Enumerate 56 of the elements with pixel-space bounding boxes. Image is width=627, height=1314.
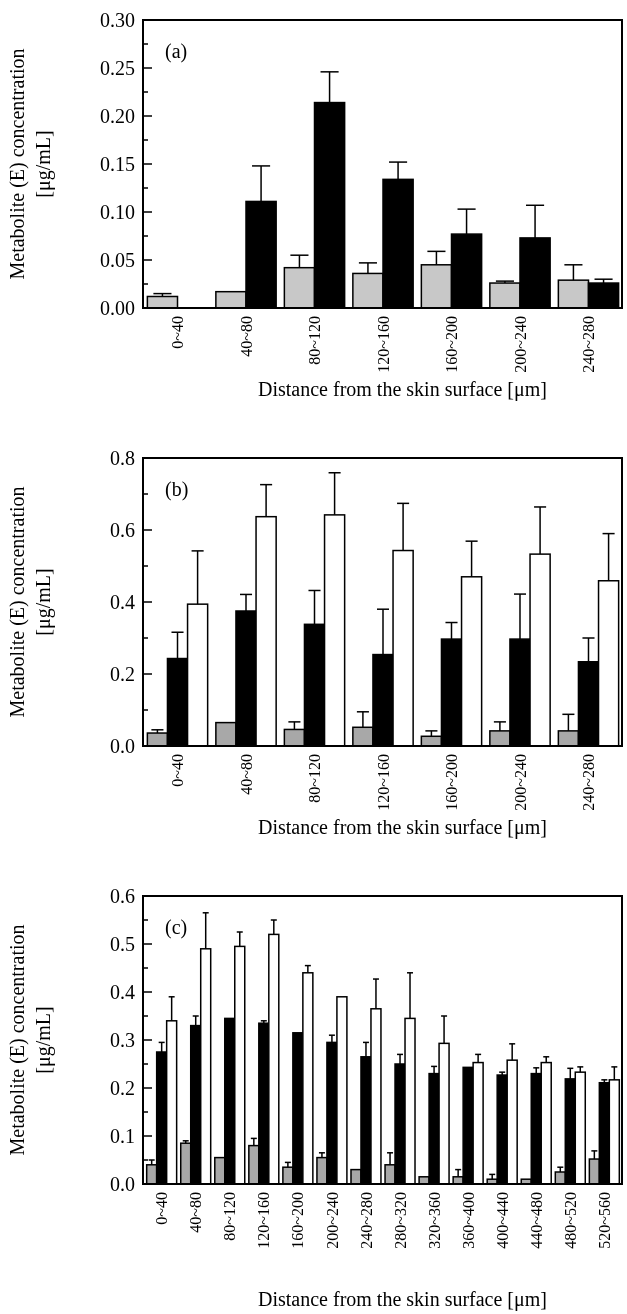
x-axis-title: Distance from the skin surface [μm] bbox=[258, 1288, 547, 1311]
x-tick-label: 80~120 bbox=[306, 754, 324, 803]
x-tick-label: 480~520 bbox=[561, 1192, 579, 1249]
y-tick-label: 0.05 bbox=[100, 249, 135, 271]
x-tick-label: 0~40 bbox=[169, 754, 187, 787]
y-tick-label: 0.00 bbox=[100, 297, 135, 319]
x-tick-label: 160~200 bbox=[443, 316, 461, 373]
x-tick-label: 240~280 bbox=[357, 1192, 375, 1249]
y-tick-label: 0.6 bbox=[110, 885, 135, 907]
x-tick-label: 240~280 bbox=[580, 754, 598, 811]
y-tick-label: 0.3 bbox=[110, 1029, 135, 1051]
y-tick-label: 0.0 bbox=[110, 735, 135, 757]
x-axis-title: Distance from the skin surface [μm] bbox=[258, 378, 547, 401]
y-tick-label: 0.2 bbox=[110, 663, 135, 685]
y-tick-label: 0.2 bbox=[110, 1077, 135, 1099]
annotation: (a) bbox=[165, 40, 188, 63]
x-tick-label: 80~120 bbox=[306, 316, 324, 365]
y-tick-label: 0.1 bbox=[110, 1125, 135, 1147]
x-tick-label: 120~160 bbox=[255, 1192, 273, 1249]
x-tick-label: 40~80 bbox=[237, 316, 255, 357]
annotation: (b) bbox=[165, 478, 189, 501]
y-tick-label: 0.10 bbox=[100, 201, 135, 223]
y-tick-label: 0.20 bbox=[100, 105, 135, 127]
y-tick-label: 0.0 bbox=[110, 1173, 135, 1195]
x-tick-label: 240~280 bbox=[580, 316, 598, 373]
annotation: (c) bbox=[165, 916, 188, 939]
y-tick-label: 0.5 bbox=[110, 933, 135, 955]
y-tick-label: 0.15 bbox=[100, 153, 135, 175]
x-tick-label: 200~240 bbox=[511, 754, 529, 811]
x-tick-label: 160~200 bbox=[289, 1192, 307, 1249]
y-tick-label: 0.6 bbox=[110, 519, 135, 541]
x-tick-label: 440~480 bbox=[527, 1192, 545, 1249]
x-tick-label: 280~320 bbox=[391, 1192, 409, 1249]
x-tick-label: 40~80 bbox=[187, 1192, 205, 1233]
x-tick-label: 160~200 bbox=[443, 754, 461, 811]
x-axis-title: Distance from the skin surface [μm] bbox=[258, 816, 547, 839]
y-tick-label: 0.4 bbox=[110, 981, 135, 1003]
y-axis-title: Metabolite (E) concentration [μg/mL] bbox=[6, 48, 55, 280]
x-tick-label: 400~440 bbox=[493, 1192, 511, 1249]
y-axis-title: Metabolite (E) concentration [μg/mL] bbox=[6, 486, 55, 718]
x-tick-label: 520~560 bbox=[595, 1192, 613, 1249]
x-tick-label: 200~240 bbox=[511, 316, 529, 373]
x-tick-label: 80~120 bbox=[221, 1192, 239, 1241]
x-tick-label: 0~40 bbox=[153, 1192, 171, 1225]
y-tick-label: 0.8 bbox=[110, 447, 135, 469]
y-tick-label: 0.4 bbox=[110, 591, 135, 613]
x-tick-label: 40~80 bbox=[237, 754, 255, 795]
x-tick-label: 120~160 bbox=[374, 754, 392, 811]
y-tick-label: 0.30 bbox=[100, 9, 135, 31]
x-tick-label: 360~400 bbox=[459, 1192, 477, 1249]
x-tick-label: 320~360 bbox=[425, 1192, 443, 1249]
x-tick-label: 200~240 bbox=[323, 1192, 341, 1249]
y-axis-title: Metabolite (E) concentration [μg/mL] bbox=[6, 924, 55, 1156]
y-tick-label: 0.25 bbox=[100, 57, 135, 79]
x-tick-label: 0~40 bbox=[169, 316, 187, 349]
x-tick-label: 120~160 bbox=[374, 316, 392, 373]
